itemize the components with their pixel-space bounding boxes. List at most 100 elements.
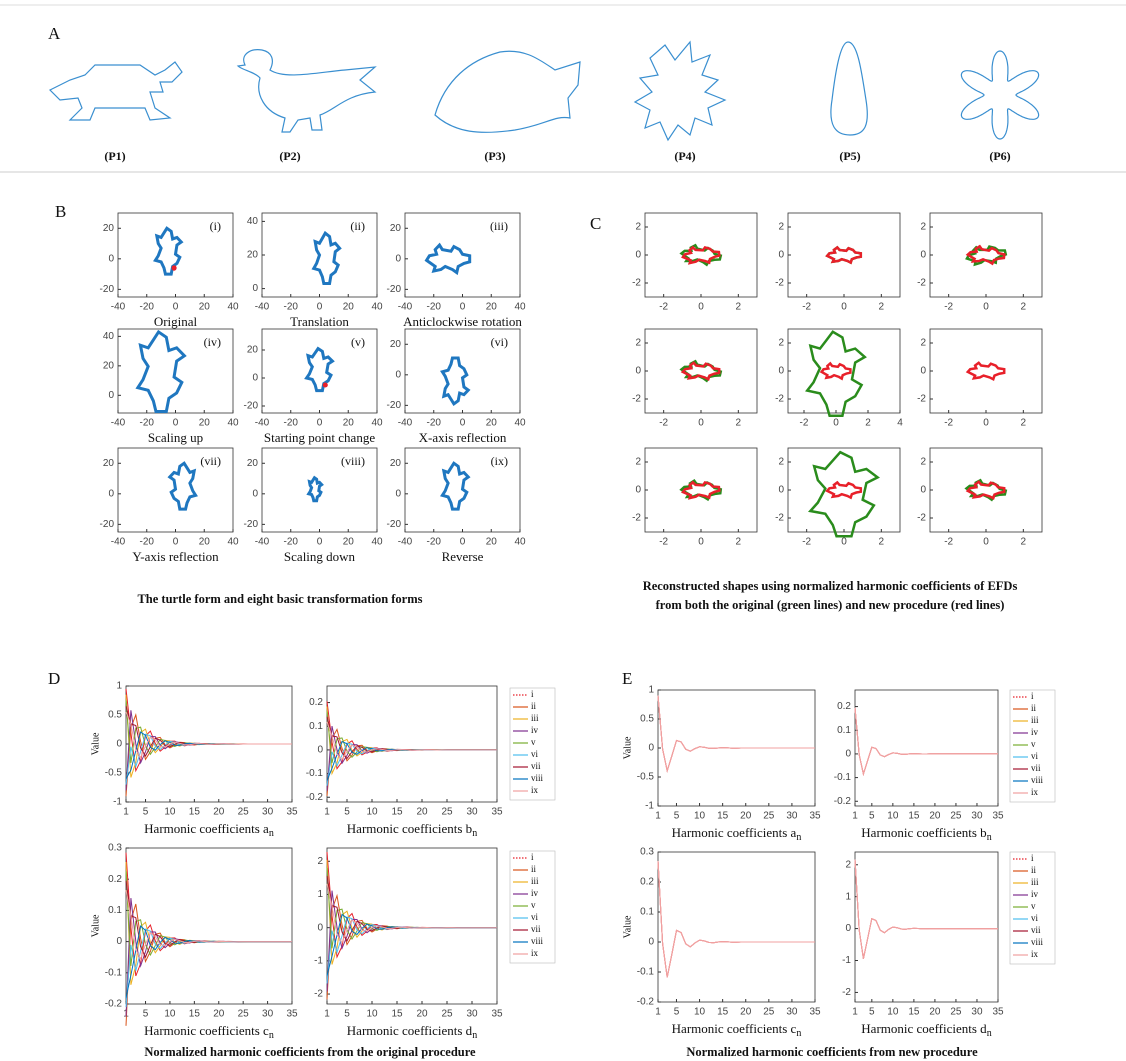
x-axis-label: Harmonic coefficients cn	[672, 1021, 802, 1039]
x-tick-label: 1	[655, 1007, 661, 1018]
x-tick-label: 25	[441, 807, 453, 818]
x-axis-label-main: Harmonic coefficients d	[347, 1023, 473, 1038]
legend-label: ix	[1031, 787, 1039, 797]
y-tick-label: -20	[387, 519, 402, 530]
x-tick-label: -40	[255, 418, 270, 429]
x-tick-label: -20	[284, 537, 299, 548]
x-tick-label: 40	[227, 537, 239, 548]
x-tick-label: 5	[344, 807, 350, 818]
x-tick-label: 0	[983, 302, 989, 313]
start-point	[171, 265, 176, 270]
x-axis-label: Harmonic coefficients dn	[861, 1021, 991, 1039]
x-tick-label: 0	[317, 302, 323, 313]
plot-title: Anticlockwise rotation	[403, 314, 522, 329]
plot-tag: (v)	[351, 335, 365, 349]
x-tick-label: 1	[852, 811, 858, 822]
y-tick-label: 20	[390, 339, 402, 350]
shape-label: (P3)	[484, 149, 505, 163]
x-tick-label: 0	[317, 418, 323, 429]
y-tick-label: 0	[395, 253, 401, 264]
y-tick-label: -2	[842, 987, 851, 998]
x-tick-label: 10	[366, 1009, 378, 1020]
legend-label: ii	[531, 701, 537, 711]
shape-outlines	[50, 42, 1039, 140]
x-tick-label: 40	[371, 418, 383, 429]
y-tick-label: -20	[100, 284, 115, 295]
shape-duck	[238, 50, 375, 132]
y-tick-label: 0	[317, 745, 323, 756]
y-tick-label: 20	[103, 360, 115, 371]
x-tick-label: 25	[763, 1007, 775, 1018]
y-tick-label: -2	[632, 278, 641, 289]
plot-tag: (iii)	[490, 219, 508, 233]
y-tick-label: 0	[920, 485, 926, 496]
x-tick-label: 30	[786, 1007, 798, 1018]
caption: Normalized harmonic coefficients from th…	[144, 1045, 476, 1059]
caption: Reconstructed shapes using normalized ha…	[643, 579, 1018, 593]
y-tick-label: -20	[387, 284, 402, 295]
y-tick-label: 2	[635, 222, 641, 233]
x-tick-label: 35	[286, 1009, 298, 1020]
x-tick-label: 10	[694, 1007, 706, 1018]
y-tick-label: 2	[635, 457, 641, 468]
y-tick-label: -1	[113, 797, 122, 808]
legend-label: ii	[1031, 703, 1037, 713]
x-tick-label: -40	[398, 537, 413, 548]
x-tick-label: 40	[371, 537, 383, 548]
y-tick-label: 0	[116, 739, 122, 750]
x-tick-label: 25	[441, 1009, 453, 1020]
x-tick-label: 1	[852, 1007, 858, 1018]
y-tick-label: 0	[108, 488, 114, 499]
y-tick-label: 20	[247, 345, 259, 356]
plot-tag: (i)	[210, 219, 221, 233]
legend-label: viii	[531, 936, 544, 946]
legend-label: viii	[1031, 937, 1044, 947]
x-tick-label: 0	[841, 302, 847, 313]
x-tick-label: 15	[391, 1009, 403, 1020]
x-tick-label: -40	[255, 537, 270, 548]
x-tick-label: 10	[694, 811, 706, 822]
x-axis-label: Harmonic coefficients bn	[347, 821, 477, 839]
panel-label: B	[55, 202, 66, 221]
x-tick-label: 40	[514, 302, 526, 313]
y-tick-label: -0.1	[306, 768, 324, 779]
axes-box	[645, 213, 757, 297]
y-tick-label: 0	[116, 936, 122, 947]
plot-title: X-axis reflection	[419, 430, 507, 445]
legend-label: iv	[531, 725, 539, 735]
y-tick-label: 2	[920, 338, 926, 349]
y-tick-label: 0.5	[640, 714, 654, 725]
y-tick-label: 0	[108, 253, 114, 264]
x-tick-label: -2	[944, 537, 953, 548]
x-tick-label: 2	[879, 537, 885, 548]
x-axis-label-sub: n	[796, 832, 801, 843]
x-tick-label: 40	[227, 418, 239, 429]
x-tick-label: 10	[887, 811, 899, 822]
panel-label: E	[622, 669, 632, 688]
x-tick-label: 25	[238, 807, 250, 818]
axes-box	[930, 448, 1042, 532]
x-tick-label: 1	[324, 807, 330, 818]
x-tick-label: 30	[786, 811, 798, 822]
x-tick-label: 40	[371, 302, 383, 313]
legend-label: ix	[531, 785, 539, 795]
legend-label: iv	[1031, 727, 1039, 737]
y-tick-label: 0	[845, 749, 851, 760]
x-axis-label-sub: n	[987, 1028, 992, 1039]
axes-box	[645, 448, 757, 532]
x-tick-label: 15	[717, 811, 729, 822]
plot-title: Reverse	[442, 549, 484, 564]
caption: Normalized harmonic coefficients from ne…	[686, 1045, 978, 1059]
y-tick-label: -0.5	[105, 768, 123, 779]
y-tick-label: -20	[100, 519, 115, 530]
x-tick-label: 2	[1021, 418, 1027, 429]
x-axis-label-sub: n	[269, 1030, 274, 1041]
legend-label: ix	[531, 948, 539, 958]
legend-label: vii	[1031, 763, 1041, 773]
x-axis-label: Harmonic coefficients cn	[144, 1023, 274, 1041]
x-tick-label: 30	[466, 1009, 478, 1020]
x-tick-label: 35	[992, 811, 1004, 822]
shape-drop	[831, 42, 867, 135]
x-tick-label: 0	[460, 537, 466, 548]
x-tick-label: 20	[929, 1007, 941, 1018]
